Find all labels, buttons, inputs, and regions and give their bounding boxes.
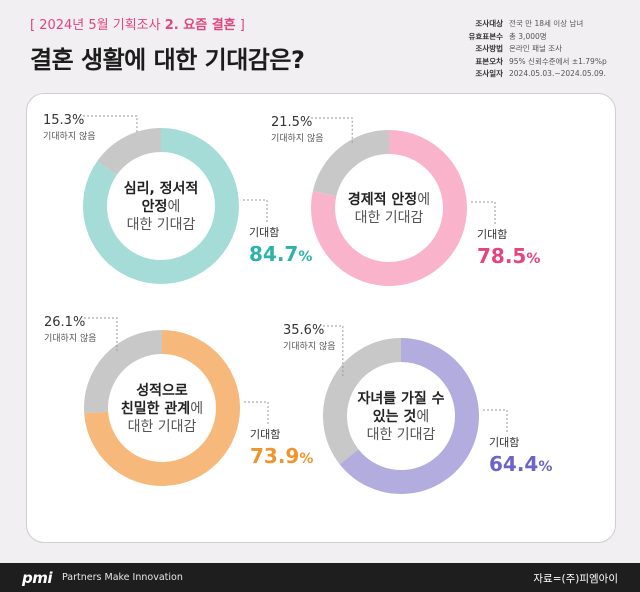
center-label-normal: 대한 기대감 bbox=[355, 210, 424, 226]
percent-sign: % bbox=[538, 459, 552, 475]
center-label-normal: 에 bbox=[416, 409, 429, 425]
not-expect-label: 기대하지 않음 bbox=[43, 131, 96, 142]
expect-label: 기대함 bbox=[477, 228, 507, 241]
slice-expect bbox=[339, 338, 479, 494]
pmi-logo: pmi bbox=[22, 569, 53, 587]
connector-not-expect bbox=[83, 115, 138, 133]
meta-key: 표본오차 bbox=[475, 56, 503, 66]
percent-sign: % bbox=[298, 249, 312, 265]
meta-row: 유효표본수 총 3,000명 bbox=[445, 31, 607, 44]
meta-row: 조사일자 2024.05.03.~2024.05.09. bbox=[445, 68, 607, 81]
not-expect-label: 기대하지 않음 bbox=[271, 133, 324, 144]
meta-value: 전국 만 18세 이상 남녀 bbox=[509, 19, 584, 28]
center-label-normal: 에 bbox=[417, 192, 430, 208]
survey-subtitle: [ 2024년 5월 기획조사 2. 요즘 결혼 ] bbox=[30, 14, 245, 33]
center-label-bold: 친밀한 관계 bbox=[121, 400, 190, 417]
center-label: 친밀한 관계에 bbox=[121, 400, 203, 417]
slice-expect bbox=[83, 128, 239, 284]
meta-value: 총 3,000명 bbox=[509, 31, 547, 41]
center-label-normal: 대한 기대감 bbox=[128, 419, 197, 435]
slice-not-expect bbox=[84, 330, 163, 414]
expect-value: 64.4% bbox=[489, 452, 552, 476]
connector-expect bbox=[483, 409, 508, 432]
percent-sign: % bbox=[299, 451, 313, 467]
not-expect-value: 21.5% bbox=[271, 115, 312, 130]
center-label: 있는 것에 bbox=[373, 408, 429, 425]
center-label: 대한 기대감 bbox=[127, 217, 196, 233]
center-label: 대한 기대감 bbox=[355, 210, 424, 226]
center-label: 경제적 안정에 bbox=[348, 191, 430, 208]
expect-label: 기대함 bbox=[250, 428, 280, 441]
not-expect-value: 35.6% bbox=[283, 323, 324, 338]
percent-sign: % bbox=[526, 251, 540, 267]
slice-expect bbox=[311, 130, 467, 286]
expect-value: 78.5% bbox=[477, 244, 540, 268]
not-expect-value: 15.3% bbox=[43, 113, 84, 128]
source-credit: 자료=(주)피엠아이 bbox=[533, 573, 618, 585]
center-label-bold: 심리, 정서적 bbox=[124, 180, 199, 197]
connector-expect bbox=[244, 401, 269, 424]
center-label: 성적으로 bbox=[136, 382, 188, 399]
center-label-normal: 대한 기대감 bbox=[367, 427, 436, 443]
center-label: 심리, 정서적 bbox=[124, 180, 199, 197]
slice-expect bbox=[84, 330, 240, 486]
center-label-bold: 있는 것 bbox=[373, 408, 417, 425]
footer: pmi Partners Make Innovation 자료=(주)피엠아이 bbox=[0, 563, 640, 592]
not-expect-label: 기대하지 않음 bbox=[283, 341, 336, 352]
meta-row: 조사대상 전국 만 18세 이상 남녀 bbox=[445, 18, 607, 31]
page-title: 결혼 생활에 대한 기대감은? bbox=[30, 46, 305, 74]
center-label: 대한 기대감 bbox=[128, 419, 197, 435]
not-expect-label: 기대하지 않음 bbox=[44, 333, 97, 344]
meta-value: 95% 신뢰수준에서 ±1.79%p bbox=[509, 56, 607, 66]
meta-row: 조사방법 온라인 패널 조사 bbox=[445, 43, 607, 56]
expect-label: 기대함 bbox=[489, 436, 519, 449]
center-label: 안정에 bbox=[142, 198, 181, 215]
meta-key: 조사방법 bbox=[475, 44, 503, 53]
meta-row: 표본오차 95% 신뢰수준에서 ±1.79%p bbox=[445, 56, 607, 69]
expect-value: 84.7% bbox=[249, 242, 312, 266]
slice-not-expect bbox=[312, 130, 390, 197]
meta-key: 유효표본수 bbox=[468, 31, 504, 41]
center-label-normal: 에 bbox=[190, 401, 203, 417]
connector-not-expect bbox=[311, 117, 353, 144]
center-label-bold: 안정 bbox=[142, 198, 168, 215]
connector-not-expect bbox=[84, 317, 118, 351]
subtitle-bold: 2. 요즘 결혼 bbox=[164, 18, 236, 33]
slice-not-expect bbox=[97, 128, 162, 176]
center-label-bold: 자녀를 가질 수 bbox=[357, 390, 444, 407]
meta-key: 조사일자 bbox=[475, 69, 503, 78]
expect-label: 기대함 bbox=[249, 226, 279, 239]
bracket-open: [ bbox=[30, 18, 36, 33]
connector-expect bbox=[471, 201, 496, 224]
center-label-normal: 에 bbox=[167, 199, 180, 215]
footer-tagline: Partners Make Innovation bbox=[62, 572, 183, 583]
meta-key: 조사대상 bbox=[475, 19, 503, 28]
bracket-close: ] bbox=[239, 18, 245, 33]
meta-value: 2024.05.03.~2024.05.09. bbox=[509, 69, 606, 78]
meta-value: 온라인 패널 조사 bbox=[509, 44, 563, 53]
subtitle-prefix: 2024년 5월 기획조사 bbox=[39, 18, 165, 33]
center-label-bold: 성적으로 bbox=[136, 382, 188, 399]
center-label-bold: 경제적 안정 bbox=[348, 191, 417, 208]
slice-not-expect bbox=[323, 338, 402, 465]
connector-expect bbox=[243, 199, 268, 222]
expect-value: 73.9% bbox=[250, 444, 313, 468]
charts-card: 심리, 정서적 안정에 대한 기대감 15.3% 기대하지 않음 기대함 84.7% 경제적 … bbox=[26, 93, 616, 543]
survey-meta: 조사대상 전국 만 18세 이상 남녀 유효표본수 총 3,000명 조사방법 온라인… bbox=[445, 18, 607, 81]
center-label-normal: 대한 기대감 bbox=[127, 217, 196, 233]
not-expect-value: 26.1% bbox=[44, 315, 85, 330]
center-label: 자녀를 가질 수 bbox=[357, 390, 444, 407]
center-label: 대한 기대감 bbox=[367, 427, 436, 443]
